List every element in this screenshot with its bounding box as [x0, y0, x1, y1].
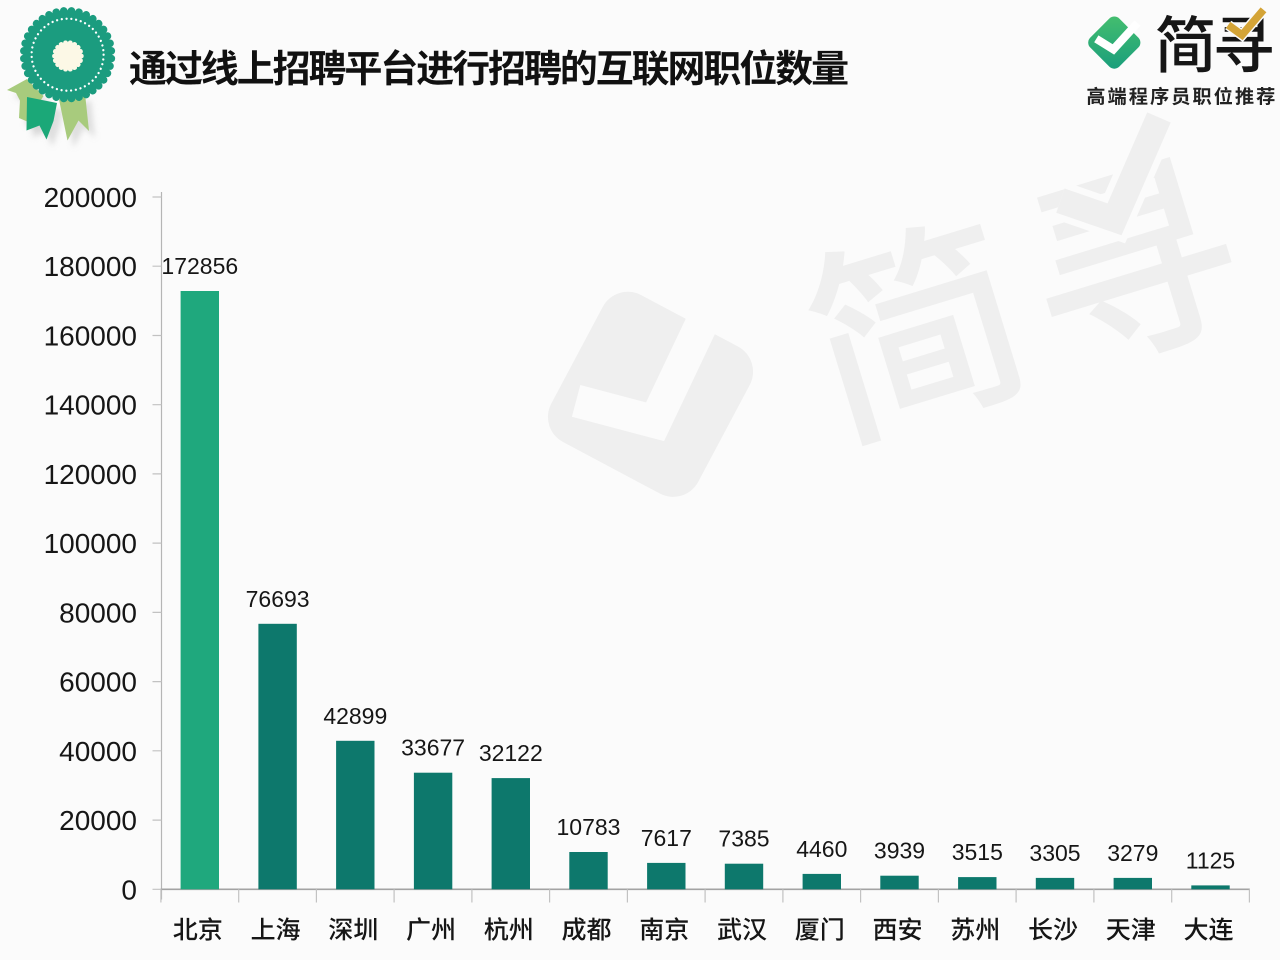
- svg-text:3515: 3515: [952, 839, 1003, 865]
- svg-text:1125: 1125: [1186, 847, 1235, 873]
- svg-text:60000: 60000: [59, 667, 137, 698]
- svg-text:42899: 42899: [323, 703, 387, 729]
- svg-text:33677: 33677: [401, 735, 465, 761]
- svg-text:20000: 20000: [59, 805, 137, 836]
- svg-text:76693: 76693: [246, 586, 310, 612]
- svg-text:200000: 200000: [44, 182, 137, 213]
- svg-text:160000: 160000: [44, 321, 137, 352]
- svg-text:100000: 100000: [44, 528, 137, 559]
- svg-text:120000: 120000: [44, 459, 137, 490]
- svg-text:40000: 40000: [59, 736, 137, 767]
- svg-text:3305: 3305: [1029, 840, 1080, 866]
- svg-text:3939: 3939: [874, 838, 925, 864]
- svg-text:0: 0: [121, 874, 137, 905]
- svg-text:4460: 4460: [796, 836, 847, 862]
- svg-text:3279: 3279: [1107, 840, 1158, 866]
- svg-text:7617: 7617: [641, 825, 692, 851]
- svg-text:140000: 140000: [44, 390, 137, 421]
- svg-text:80000: 80000: [59, 597, 137, 628]
- svg-text:7385: 7385: [718, 826, 769, 852]
- svg-text:10783: 10783: [557, 814, 621, 840]
- svg-text:180000: 180000: [44, 251, 137, 282]
- svg-text:32122: 32122: [479, 740, 543, 766]
- svg-text:172856: 172856: [161, 253, 238, 279]
